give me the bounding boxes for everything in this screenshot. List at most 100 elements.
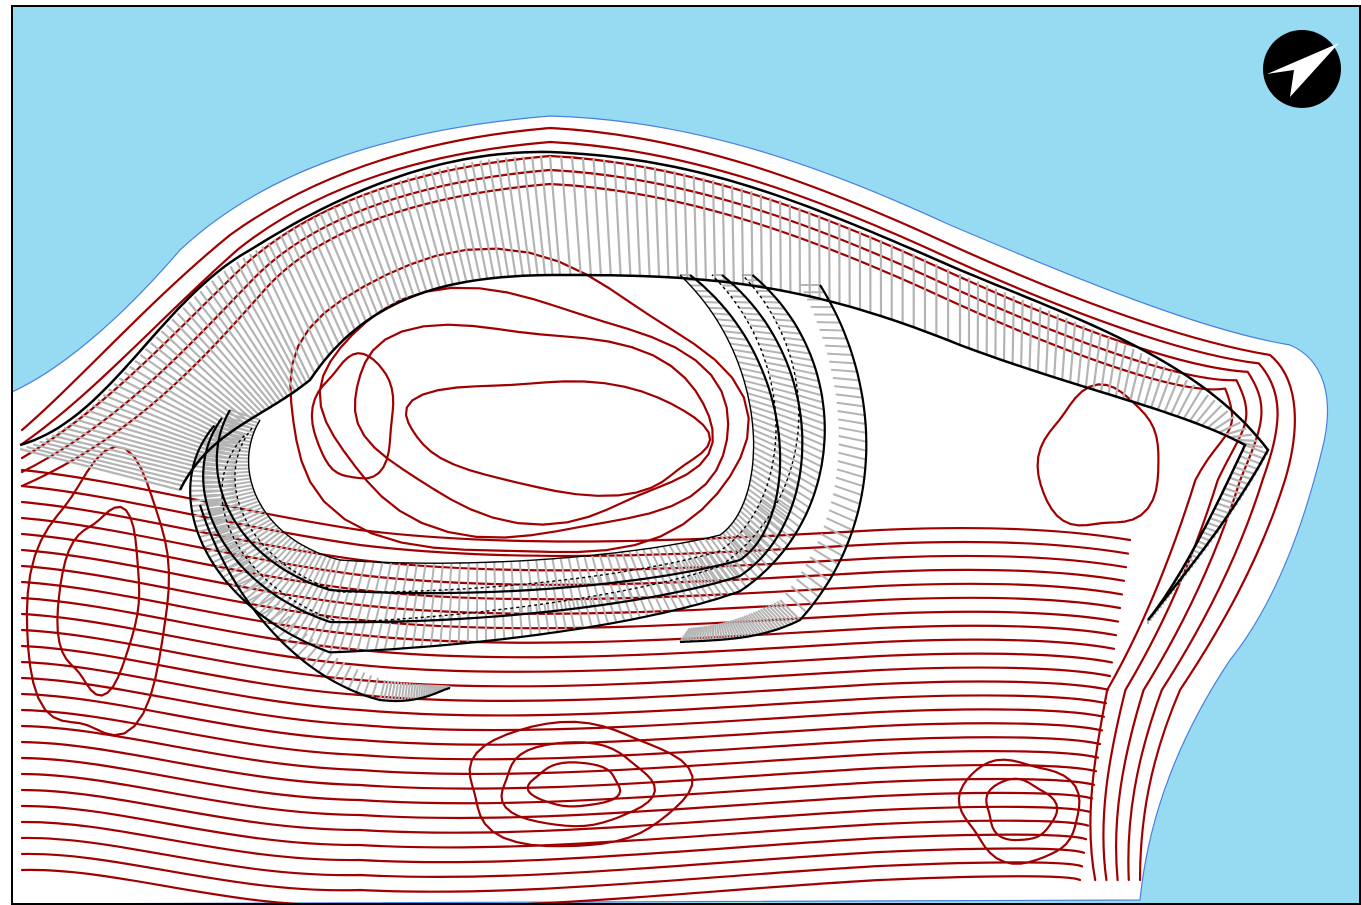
hachure-stroke <box>1212 415 1235 432</box>
hachure-stroke <box>800 571 825 590</box>
hachure-stroke <box>740 548 765 574</box>
hachure-stroke <box>591 596 601 626</box>
hachure-stroke <box>205 454 238 461</box>
hachure-stroke <box>1053 314 1059 378</box>
hachure-stroke <box>694 626 702 642</box>
hachure-stroke <box>543 581 550 612</box>
hachure-stroke <box>399 179 434 290</box>
hachure-stroke <box>355 672 366 693</box>
hachure-stroke <box>272 539 296 564</box>
hachure-stroke <box>418 684 422 699</box>
hachure-stroke <box>290 548 311 575</box>
hachure-stroke <box>365 620 375 651</box>
hachure-stroke <box>779 599 801 621</box>
contour-line <box>468 720 694 848</box>
hachure-stroke <box>526 583 533 614</box>
hachure-stroke <box>510 561 515 592</box>
hachure-stroke <box>789 471 817 489</box>
hachure-stroke <box>752 330 773 335</box>
hachure-stroke <box>662 545 679 575</box>
hachure-stroke <box>236 573 261 587</box>
hachure-stroke <box>567 579 576 609</box>
hachure-stroke <box>700 625 706 642</box>
hachure-stroke <box>740 188 745 285</box>
contour-line <box>25 445 170 737</box>
contour-line <box>20 500 1128 572</box>
contour-line <box>56 505 141 697</box>
hachure-stroke <box>197 523 229 533</box>
rampart-outline <box>19 150 1270 621</box>
hachure-stroke <box>1195 399 1216 424</box>
hachure-stroke <box>681 576 699 605</box>
hachure-stroke <box>252 595 275 610</box>
hachure-stroke <box>623 162 632 276</box>
hachure-stroke <box>303 583 320 613</box>
hachure-stroke <box>722 532 745 559</box>
hachure-stroke <box>745 385 771 395</box>
hachure-stroke <box>286 546 307 573</box>
hachure-stroke <box>420 590 427 621</box>
hachure-stroke <box>307 614 323 644</box>
hachure-stroke <box>1156 370 1174 411</box>
hachure-stroke <box>108 388 222 441</box>
hachure-stroke <box>692 175 698 280</box>
hachure-stroke <box>406 177 441 289</box>
hachure-stroke <box>374 619 384 651</box>
hachure-stroke <box>1061 317 1068 380</box>
hachure-stroke <box>791 464 819 482</box>
hachure-stroke <box>692 557 712 585</box>
hachure-stroke <box>97 399 216 446</box>
hachure-stroke <box>838 426 867 434</box>
hachure-stroke <box>203 536 234 549</box>
hachure-stroke <box>675 578 692 607</box>
hachure-stroke <box>166 324 260 416</box>
hachure-stroke <box>724 561 748 588</box>
hachure-stroke <box>448 589 453 620</box>
hachure-stroke <box>771 386 798 396</box>
hachure-stroke <box>823 525 850 540</box>
hachure-stroke <box>411 590 418 622</box>
hachure-stroke <box>560 156 572 276</box>
hachure-stroke <box>795 578 820 598</box>
hachure-stroke <box>299 223 351 335</box>
hachure-stroke <box>255 249 316 374</box>
hachure-stroke <box>57 430 196 468</box>
hachure-stroke <box>1224 427 1247 436</box>
contour-line <box>20 676 1106 732</box>
contour-line <box>20 804 1090 849</box>
hachure-stroke <box>276 621 297 639</box>
hachure-stroke <box>726 621 735 639</box>
contour-line <box>20 596 1116 659</box>
hachure-stroke <box>783 336 805 342</box>
rampart-inner-edge <box>234 274 777 593</box>
hachure-stroke <box>1028 303 1033 370</box>
hachure-stroke <box>730 619 741 639</box>
contour-line <box>354 323 714 526</box>
hachure-stroke <box>422 172 454 285</box>
hachure-stroke <box>731 185 735 284</box>
hachure-stroke <box>809 556 835 574</box>
hachure-stroke <box>329 591 341 623</box>
hachure-stroke <box>752 422 780 436</box>
contour-line <box>1036 383 1160 527</box>
hachure-stroke <box>429 563 436 594</box>
rampart-outline <box>178 273 1247 621</box>
contour-line <box>526 761 622 808</box>
hachure-stroke <box>763 355 786 362</box>
hachure-stroke <box>688 626 698 643</box>
hachure-stroke <box>1242 449 1266 461</box>
hachure-stroke <box>606 593 618 623</box>
hachure-stroke <box>735 301 751 304</box>
hachure-stroke <box>319 213 367 322</box>
hachure-stroke <box>633 163 642 277</box>
hachure-stroke <box>793 368 818 376</box>
hachure-stroke <box>292 227 346 340</box>
hachure-stroke <box>1226 481 1248 491</box>
hachure-stroke <box>728 620 738 639</box>
hachure-stroke <box>383 185 422 295</box>
hachure-stroke <box>212 433 244 443</box>
hachure-stroke <box>703 554 724 582</box>
hachure-stroke <box>750 612 768 634</box>
hachure-stroke <box>838 418 866 425</box>
contour-line <box>20 548 1122 615</box>
